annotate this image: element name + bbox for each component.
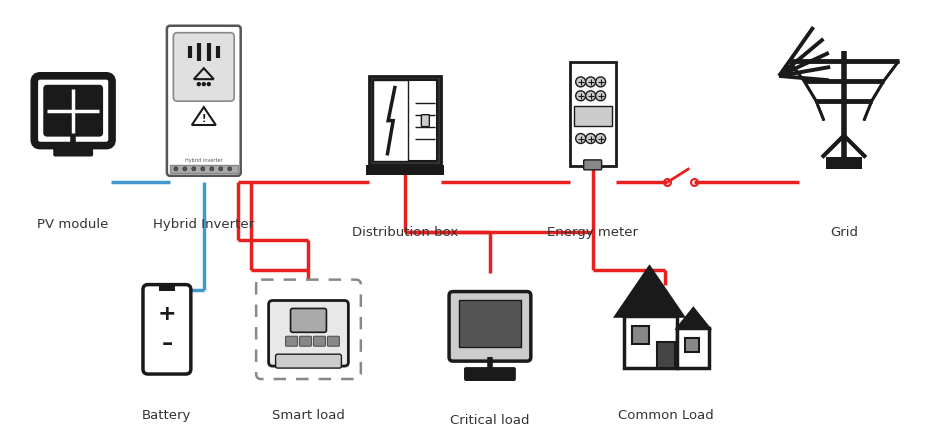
Bar [373,80,408,161]
FancyBboxPatch shape [256,280,361,379]
Text: Battery: Battery [142,409,192,422]
Bar [623,317,677,368]
Bar [459,300,521,347]
Circle shape [210,167,214,171]
FancyBboxPatch shape [142,285,191,374]
FancyBboxPatch shape [314,336,326,346]
Polygon shape [677,309,710,328]
Circle shape [576,91,586,101]
Circle shape [198,83,200,86]
Circle shape [200,167,205,171]
FancyBboxPatch shape [269,301,349,366]
Circle shape [192,167,196,171]
Circle shape [202,83,205,86]
Circle shape [596,77,605,87]
FancyBboxPatch shape [167,26,240,176]
Bar [677,328,710,368]
FancyBboxPatch shape [286,336,297,346]
FancyBboxPatch shape [422,115,429,127]
Circle shape [576,77,586,87]
FancyBboxPatch shape [173,33,235,101]
Circle shape [576,134,586,143]
Bar [170,165,238,173]
Text: Grid: Grid [830,226,858,239]
FancyBboxPatch shape [276,354,341,368]
Text: Energy meter: Energy meter [547,226,638,239]
Circle shape [596,134,605,143]
Circle shape [586,91,596,101]
Text: !: ! [201,114,206,124]
Text: Hybrid Inverter: Hybrid Inverter [185,159,222,163]
FancyBboxPatch shape [328,336,339,346]
Text: Critical load: Critical load [450,414,530,427]
Text: Smart load: Smart load [272,409,345,422]
Text: –: – [162,334,173,354]
Bar [657,342,675,368]
Text: Common Load: Common Load [618,409,713,422]
Circle shape [228,167,232,171]
Bar [373,80,437,161]
FancyBboxPatch shape [583,160,601,170]
FancyBboxPatch shape [464,367,516,381]
Bar [367,165,444,175]
Bar [159,283,175,290]
Text: PV module: PV module [37,218,109,231]
Text: +: + [158,305,176,325]
Bar [826,158,862,169]
Bar [370,76,441,165]
Text: Distribution box: Distribution box [352,226,458,239]
Circle shape [182,167,187,171]
Circle shape [218,167,222,171]
Bar [574,106,612,126]
FancyBboxPatch shape [449,292,531,361]
Bar [570,62,616,166]
Text: Hybrid Inverter: Hybrid Inverter [153,218,255,231]
Bar [632,326,650,344]
FancyBboxPatch shape [291,309,327,332]
Circle shape [207,83,210,86]
FancyBboxPatch shape [299,336,312,346]
Circle shape [586,77,596,87]
Circle shape [586,134,596,143]
Bar [685,338,699,352]
Circle shape [174,167,178,171]
Polygon shape [616,267,683,317]
Polygon shape [192,107,216,125]
FancyBboxPatch shape [44,85,104,137]
Circle shape [596,91,605,101]
FancyBboxPatch shape [53,143,93,157]
